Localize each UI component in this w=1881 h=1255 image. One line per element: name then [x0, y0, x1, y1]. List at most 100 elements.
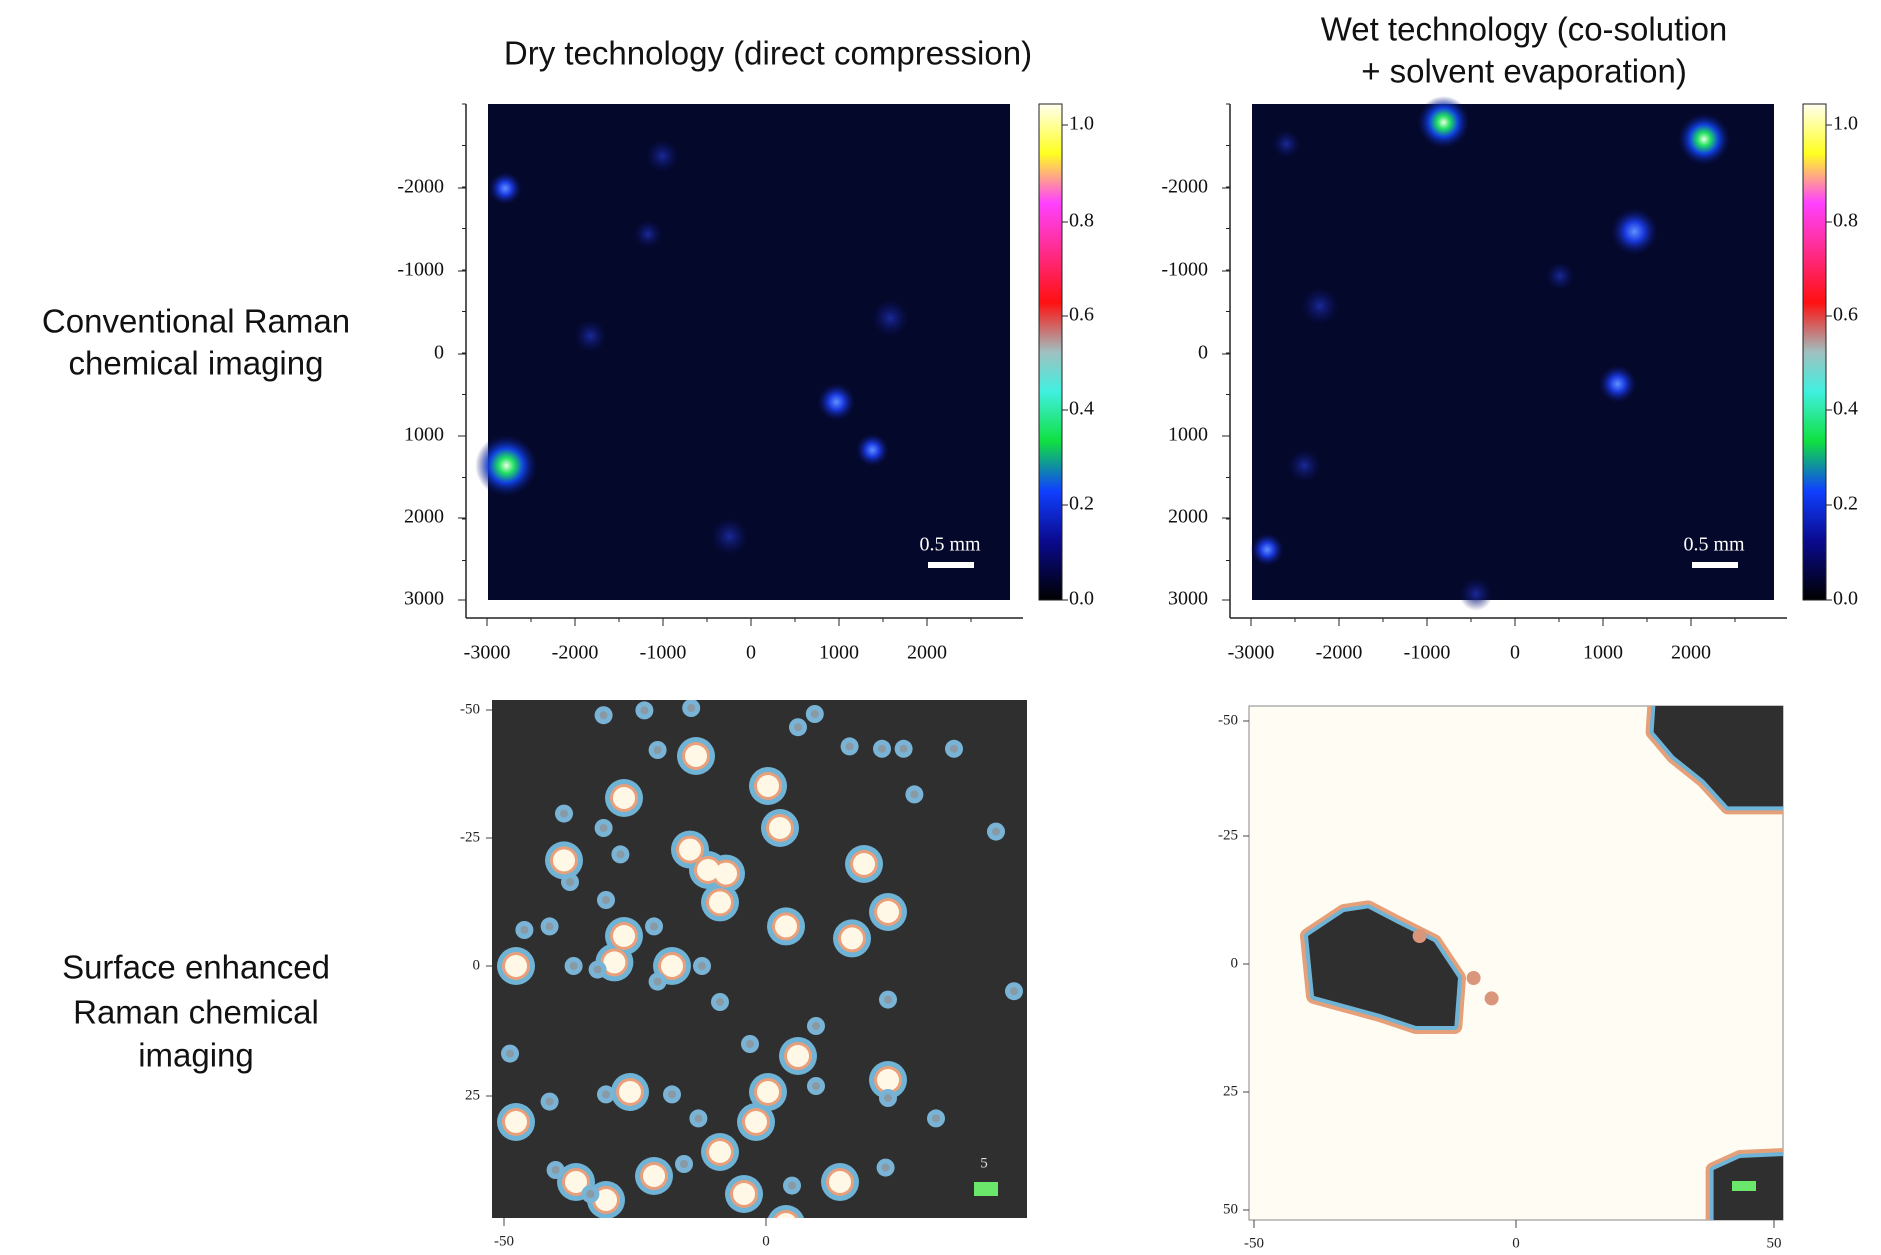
dot-core [616, 850, 625, 859]
dot-core [640, 706, 649, 715]
y-tick-label: -1000 [1161, 259, 1208, 281]
y-tick-label: -50 [1218, 712, 1238, 728]
hotspot [817, 382, 856, 422]
hotspot [1459, 577, 1493, 611]
dot-core [520, 926, 529, 934]
row-label: chemical imaging [69, 345, 324, 382]
dot-core [653, 977, 662, 986]
dot-core [812, 1022, 820, 1030]
sers-clip [1300, 706, 1783, 1220]
blob [709, 891, 731, 914]
blob [733, 1183, 755, 1205]
x-tick-label: -2000 [1316, 642, 1363, 664]
marker-label: 5 [980, 1155, 988, 1171]
colorbar-label: 0.2 [1833, 493, 1858, 515]
x-tick-label: -1000 [1404, 642, 1451, 664]
x-tick-label: 0 [1512, 1235, 1520, 1251]
x-tick-label: 1000 [1583, 642, 1623, 664]
blob [613, 787, 635, 809]
y-tick-label: 25 [465, 1087, 480, 1103]
dot-core [810, 710, 819, 718]
colorbar-label: 0.0 [1833, 588, 1858, 610]
region [1653, 706, 1783, 807]
colorbar-label: 0.8 [1069, 210, 1094, 232]
dot-core [1010, 987, 1018, 996]
dot-core [551, 1166, 560, 1174]
y-tick-label: -50 [460, 701, 480, 717]
x-tick-label: 0 [762, 1233, 770, 1249]
hotspot [1545, 261, 1575, 291]
marker [1732, 1181, 1756, 1191]
hotspot [1610, 207, 1659, 256]
y-tick-label: 1000 [404, 424, 444, 446]
sers-clip [497, 700, 1023, 1218]
dot-core [545, 1097, 554, 1106]
row-label: Surface enhanced [62, 949, 330, 986]
dot-core [650, 922, 658, 931]
marker [974, 1182, 998, 1196]
dot-core [950, 744, 958, 753]
x-tick-label: 0 [746, 642, 756, 664]
blob [595, 1189, 617, 1211]
colorbar-label: 1.0 [1833, 113, 1858, 135]
x-tick-label: 0 [1510, 642, 1520, 664]
y-tick-label: 0 [1198, 342, 1208, 364]
dot-core [653, 746, 662, 754]
hotspot [1250, 532, 1284, 567]
column-title: + solvent evaporation) [1361, 53, 1687, 90]
dot-core [932, 1114, 940, 1123]
blob [505, 1111, 527, 1133]
y-tick-label: -2000 [397, 176, 444, 198]
x-tick-label: 2000 [1671, 642, 1711, 664]
scale-bar [928, 562, 974, 568]
blob [745, 1111, 767, 1133]
hotspot [855, 433, 890, 467]
y-tick-label: -25 [1218, 827, 1238, 843]
dot-core [884, 995, 892, 1004]
hotspot [1272, 129, 1301, 159]
dot-core [668, 1090, 676, 1099]
hotspot [633, 219, 663, 249]
colorbar-label: 1.0 [1069, 113, 1094, 135]
hotspot [1287, 448, 1322, 483]
blob [619, 1081, 641, 1103]
colorbar-label: 0.6 [1833, 304, 1858, 326]
dot-core [698, 962, 706, 970]
y-tick-label: 25 [1223, 1083, 1238, 1099]
y-tick-label: -1000 [397, 259, 444, 281]
x-tick-label: 1000 [819, 642, 859, 664]
row-label: Conventional Raman [42, 303, 350, 340]
dot-core [602, 1090, 610, 1099]
dot-core [569, 962, 578, 970]
blob [787, 1045, 809, 1067]
x-tick-label: -1000 [640, 642, 687, 664]
dot-core [881, 1163, 890, 1172]
dot-core [788, 1181, 796, 1190]
blob [613, 925, 635, 947]
blob [565, 1171, 587, 1193]
colorbar-label: 0.6 [1069, 304, 1094, 326]
dot-core [878, 744, 886, 753]
hotspot [1677, 112, 1731, 166]
y-tick-label: 2000 [404, 506, 444, 528]
scale-bar-label: 0.5 mm [1683, 534, 1745, 556]
hotspot [1300, 286, 1340, 326]
dot-core [545, 922, 554, 931]
y-tick-label: -25 [460, 829, 480, 845]
sers-panel: 5 -50 -25 0 25 -50 0 [460, 700, 1027, 1249]
y-tick-label: 50 [1223, 1201, 1238, 1217]
dot-core [680, 1160, 688, 1168]
y-tick-label: 0 [1231, 955, 1239, 971]
blob [829, 1171, 851, 1193]
hotspot [1598, 364, 1637, 404]
x-tick-label: 50 [1767, 1235, 1782, 1251]
x-tick-label: -50 [494, 1233, 514, 1249]
y-tick-label: 0 [473, 957, 481, 973]
x-tick-label: -3000 [464, 642, 511, 664]
dot [1466, 971, 1481, 985]
column-title: Dry technology (direct compression) [504, 35, 1032, 72]
x-tick-label: 2000 [907, 642, 947, 664]
dot-core [586, 1190, 595, 1198]
hotspot [710, 517, 749, 556]
